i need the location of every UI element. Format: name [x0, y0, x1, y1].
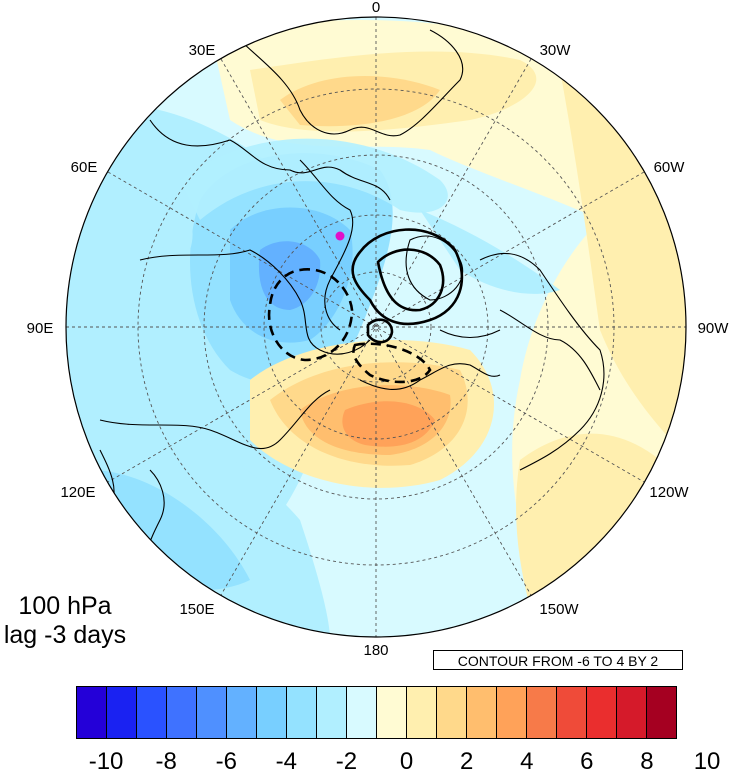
- colorbar-label: 10: [693, 748, 721, 775]
- lon-label-150e: 150E: [179, 601, 214, 618]
- point-marker: [335, 231, 345, 241]
- lon-label-120e: 120E: [60, 484, 95, 501]
- colorbar-label: -10: [88, 748, 124, 775]
- contour-info-box: CONTOUR FROM -6 TO 4 BY 2: [433, 650, 683, 670]
- colorbar-box: [377, 687, 407, 738]
- lon-label-180: 180: [363, 642, 388, 659]
- graticule: [66, 17, 686, 637]
- colorbar-box: [437, 687, 467, 738]
- colorbar-box: [467, 687, 497, 738]
- colorbar-box: [617, 687, 647, 738]
- colorbar-box: [647, 687, 676, 738]
- colorbar-box: [557, 687, 587, 738]
- coastlines: [99, 29, 605, 581]
- lon-label-60e: 60E: [71, 159, 98, 176]
- map-boundary: [65, 16, 687, 638]
- colorbar-box: [77, 687, 107, 738]
- colorbar-label: 0: [399, 748, 414, 775]
- colorbar-labels: -10 -8 -6 -4 -2 0 2 4 6 8 10: [0, 748, 733, 778]
- colorbar-box: [257, 687, 287, 738]
- lon-label-30e: 30E: [189, 42, 216, 59]
- colorbar-box: [347, 687, 377, 738]
- colorbar-box: [317, 687, 347, 738]
- colorbar-box: [107, 687, 137, 738]
- colorbar-label: 2: [459, 748, 474, 775]
- colorbar-label: 8: [640, 748, 654, 775]
- colorbar-box: [137, 687, 167, 738]
- colorbar: [76, 686, 677, 739]
- colorbar-box: [287, 687, 317, 738]
- contour-lines: [267, 228, 464, 384]
- colorbar-box: [527, 687, 557, 738]
- colorbar-label: 4: [520, 748, 534, 775]
- colorbar-box: [407, 687, 437, 738]
- colorbar-label: -6: [215, 748, 237, 775]
- panel-title: 100 hPa lag -3 days: [0, 592, 130, 650]
- panel-level: 100 hPa: [18, 592, 112, 620]
- colorbar-box: [227, 687, 257, 738]
- colorbar-label: -2: [335, 748, 358, 775]
- colorbar-label: -8: [155, 748, 177, 775]
- colorbar-label: -4: [275, 748, 298, 775]
- lon-label-0: 0: [372, 0, 380, 16]
- lon-label-90e: 90E: [27, 320, 54, 337]
- lon-label-60w: 60W: [654, 159, 686, 176]
- panel-lag: lag -3 days: [3, 621, 127, 649]
- colorbar-box: [167, 687, 197, 738]
- colorbar-box: [497, 687, 527, 738]
- lon-label-90w: 90W: [698, 320, 730, 337]
- lon-label-30w: 30W: [540, 42, 572, 59]
- colorbar-label: 6: [580, 748, 594, 775]
- colorbar-box: [587, 687, 617, 738]
- lon-label-120w: 120W: [649, 484, 689, 501]
- lon-label-150w: 150W: [539, 601, 579, 618]
- colorbar-box: [197, 687, 227, 738]
